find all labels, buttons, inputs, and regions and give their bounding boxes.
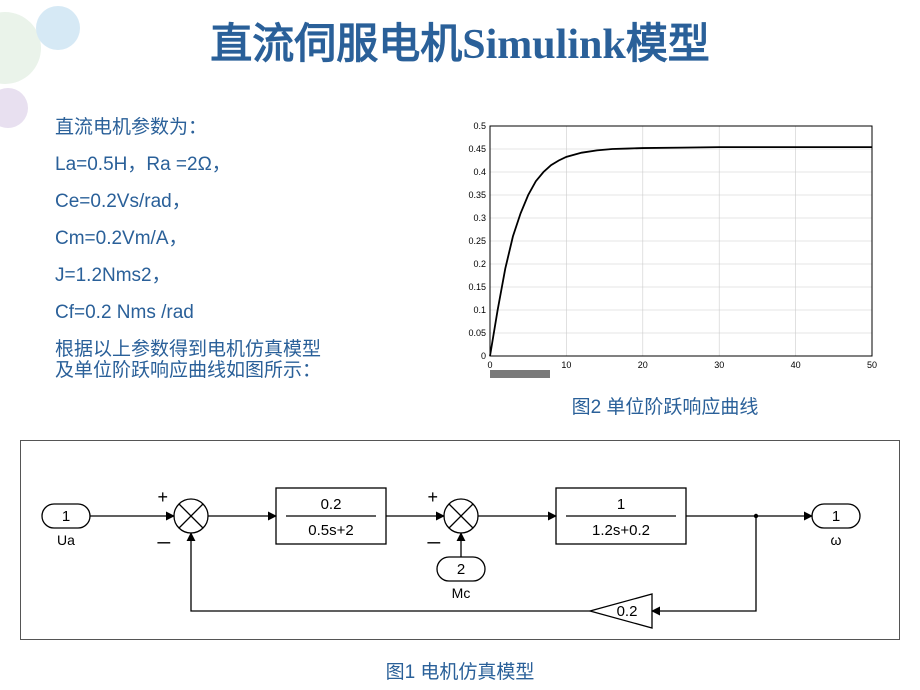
svg-text:0.4: 0.4 — [473, 167, 486, 177]
svg-text:_: _ — [427, 519, 441, 544]
svg-text:40: 40 — [791, 360, 801, 370]
svg-text:30: 30 — [714, 360, 724, 370]
svg-text:ω: ω — [831, 532, 842, 548]
svg-text:0.2: 0.2 — [473, 259, 486, 269]
svg-text:1.2s+0.2: 1.2s+0.2 — [592, 522, 650, 539]
param-line: La=0.5H，Ra =2Ω， — [55, 155, 321, 174]
svg-text:0.2: 0.2 — [321, 496, 342, 513]
svg-text:0.1: 0.1 — [473, 305, 486, 315]
param-line: Cm=0.2Vm/A， — [55, 229, 321, 248]
svg-text:Mc: Mc — [452, 585, 471, 601]
simulink-block-diagram: 1 Ua + _ 0.2 0.5s+2 + _ 2 Mc 1 1.2s+0.2 1 ω 0.2 — [20, 440, 900, 640]
svg-text:50: 50 — [867, 360, 877, 370]
svg-text:+: + — [157, 487, 168, 507]
svg-text:0.15: 0.15 — [468, 282, 486, 292]
svg-text:0.5s+2: 0.5s+2 — [308, 522, 353, 539]
svg-text:Ua: Ua — [57, 532, 75, 548]
svg-text:10: 10 — [561, 360, 571, 370]
params-footer: 及单位阶跃响应曲线如图所示： — [55, 361, 321, 380]
params-footer: 根据以上参数得到电机仿真模型 — [55, 340, 321, 359]
param-line: Cf=0.2 Nms /rad — [55, 303, 321, 322]
svg-text:0: 0 — [487, 360, 492, 370]
svg-text:0.05: 0.05 — [468, 328, 486, 338]
svg-text:0.2: 0.2 — [617, 603, 638, 620]
svg-text:2: 2 — [457, 561, 465, 578]
svg-text:1: 1 — [832, 508, 840, 525]
page-title: 直流伺服电机Simulink模型 — [0, 10, 920, 71]
param-line: Ce=0.2Vs/rad， — [55, 192, 321, 211]
parameters-block: 直流电机参数为： La=0.5H，Ra =2Ω， Ce=0.2Vs/rad， C… — [55, 118, 321, 398]
svg-text:0.45: 0.45 — [468, 144, 486, 154]
svg-text:1: 1 — [62, 508, 70, 525]
chart-caption: 图2 单位阶跃响应曲线 — [450, 392, 880, 419]
svg-text:+: + — [427, 487, 438, 507]
svg-text:0.3: 0.3 — [473, 213, 486, 223]
svg-text:0.25: 0.25 — [468, 236, 486, 246]
step-response-chart: 0 0.05 0.1 0.15 0.2 0.25 0.3 0.35 0.4 0.45 0.5 0 10 2… — [450, 118, 880, 378]
svg-text:0.35: 0.35 — [468, 190, 486, 200]
svg-text:0.5: 0.5 — [473, 121, 486, 131]
diagram-caption: 图1 电机仿真模型 — [0, 657, 920, 684]
param-line: J=1.2Nms2， — [55, 266, 321, 285]
svg-text:20: 20 — [638, 360, 648, 370]
svg-text:_: _ — [157, 519, 171, 544]
svg-text:0: 0 — [481, 351, 486, 361]
svg-text:1: 1 — [617, 496, 625, 513]
params-intro: 直流电机参数为： — [55, 118, 321, 137]
step-response-chart-area: 0 0.05 0.1 0.15 0.2 0.25 0.3 0.35 0.4 0.45 0.5 0 10 2… — [450, 118, 880, 419]
